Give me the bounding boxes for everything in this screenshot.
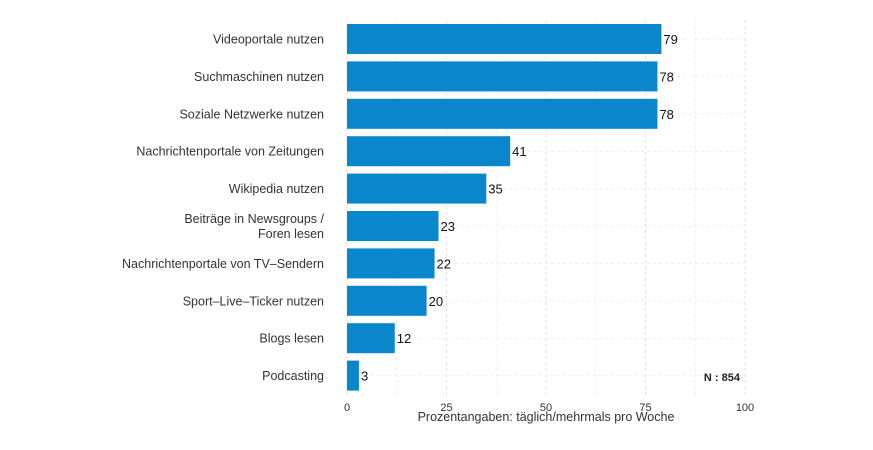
category-label: Wikipedia nutzen bbox=[229, 182, 324, 196]
value-labels: 79 78 78 41 35 23 22 20 12 3 bbox=[361, 32, 678, 384]
value-label: 22 bbox=[437, 256, 451, 271]
x-axis-ticks: 0 25 50 75 100 bbox=[344, 402, 754, 414]
category-label: Soziale Netzwerke nutzen bbox=[179, 107, 324, 121]
category-label: Nachrichtenportale von TV–Sendern bbox=[122, 257, 324, 271]
value-label: 35 bbox=[488, 182, 502, 197]
x-axis-title: Prozentangaben: täglich/mehrmals pro Woc… bbox=[418, 410, 675, 424]
x-tick-label: 75 bbox=[639, 402, 651, 414]
bar bbox=[347, 285, 427, 316]
category-label: Beiträge in Newsgroups / bbox=[184, 212, 324, 226]
bar bbox=[347, 24, 662, 54]
category-label: Foren lesen bbox=[258, 227, 324, 241]
category-label: Blogs lesen bbox=[259, 332, 324, 346]
value-label: 12 bbox=[397, 331, 411, 346]
bar bbox=[347, 360, 359, 391]
category-label: Sport–Live–Ticker nutzen bbox=[183, 294, 324, 308]
category-label: Nachrichtenportale von Zeitungen bbox=[136, 145, 324, 159]
category-labels: Videoportale nutzen Suchmaschinen nutzen S… bbox=[122, 33, 325, 384]
x-tick-label: 0 bbox=[344, 402, 350, 414]
category-label: Suchmaschinen nutzen bbox=[194, 70, 324, 84]
x-tick-label: 25 bbox=[440, 402, 452, 414]
value-label: 78 bbox=[659, 107, 673, 122]
sample-size-annotation: N : 854 bbox=[704, 372, 741, 384]
value-label: 79 bbox=[663, 32, 677, 47]
bars bbox=[347, 24, 662, 391]
value-label: 3 bbox=[361, 369, 368, 384]
x-tick-label: 100 bbox=[736, 402, 754, 414]
bar bbox=[347, 98, 658, 129]
bar bbox=[347, 61, 658, 92]
bar bbox=[347, 136, 511, 167]
bar bbox=[347, 211, 439, 241]
bar bbox=[347, 323, 395, 354]
category-label: Videoportale nutzen bbox=[213, 33, 324, 47]
category-label: Podcasting bbox=[262, 369, 324, 383]
value-label: 41 bbox=[512, 144, 526, 159]
value-label: 78 bbox=[659, 69, 673, 84]
value-label: 20 bbox=[429, 294, 443, 309]
bar bbox=[347, 173, 487, 204]
x-tick-label: 50 bbox=[540, 402, 552, 414]
bar bbox=[347, 248, 435, 279]
value-label: 23 bbox=[441, 219, 455, 234]
